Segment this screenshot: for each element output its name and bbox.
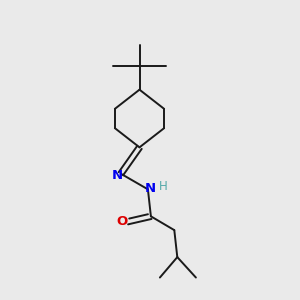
Text: O: O (116, 215, 128, 228)
Text: H: H (158, 180, 167, 193)
Text: N: N (145, 182, 156, 195)
Text: N: N (111, 169, 123, 182)
